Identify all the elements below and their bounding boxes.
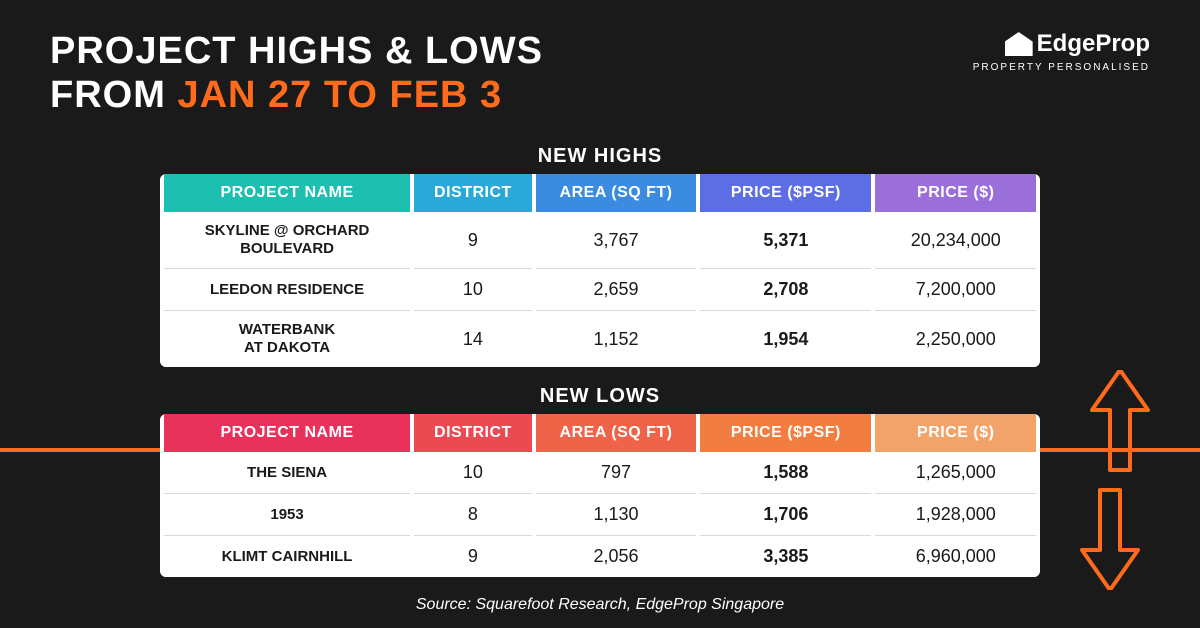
highs-body: SKYLINE @ ORCHARDBOULEVARD93,7675,37120,… xyxy=(164,212,1036,367)
cell-price: 20,234,000 xyxy=(875,212,1036,269)
lows-table: PROJECT NAME DISTRICT AREA (SQ FT) PRICE… xyxy=(160,414,1040,577)
cell-district: 9 xyxy=(414,212,532,269)
lows-body: THE SIENA107971,5881,265,000195381,1301,… xyxy=(164,452,1036,577)
cell-name: 1953 xyxy=(164,494,410,536)
house-icon xyxy=(1005,32,1033,56)
logo-tagline: PROPERTY PERSONALISED xyxy=(973,62,1150,73)
cell-psf: 1,954 xyxy=(700,311,871,367)
cell-name: LEEDON RESIDENCE xyxy=(164,269,410,311)
cell-name: SKYLINE @ ORCHARDBOULEVARD xyxy=(164,212,410,269)
cell-price: 1,265,000 xyxy=(875,452,1036,494)
highs-label: NEW HIGHS xyxy=(160,145,1040,168)
cell-price: 6,960,000 xyxy=(875,536,1036,577)
cell-price: 1,928,000 xyxy=(875,494,1036,536)
cell-area: 1,130 xyxy=(536,494,697,536)
date-range: JAN 27 TO FEB 3 xyxy=(177,74,502,116)
page-title: PROJECT HIGHS & LOWS FROM JAN 27 TO FEB … xyxy=(50,30,543,117)
col-psf: PRICE ($PSF) xyxy=(700,414,871,452)
col-area: AREA (SQ FT) xyxy=(536,414,697,452)
cell-psf: 5,371 xyxy=(700,212,871,269)
col-project-name: PROJECT NAME xyxy=(164,174,410,212)
cell-name: WATERBANKAT DAKOTA xyxy=(164,311,410,367)
cell-psf: 1,588 xyxy=(700,452,871,494)
table-row: THE SIENA107971,5881,265,000 xyxy=(164,452,1036,494)
cell-district: 14 xyxy=(414,311,532,367)
title-line-1: PROJECT HIGHS & LOWS xyxy=(50,30,543,74)
cell-area: 1,152 xyxy=(536,311,697,367)
source-credit: Source: Squarefoot Research, EdgeProp Si… xyxy=(416,596,784,614)
col-area: AREA (SQ FT) xyxy=(536,174,697,212)
cell-area: 797 xyxy=(536,452,697,494)
cell-psf: 1,706 xyxy=(700,494,871,536)
cell-name: KLIMT CAIRNHILL xyxy=(164,536,410,577)
title-line-2: FROM JAN 27 TO FEB 3 xyxy=(50,74,543,118)
col-price: PRICE ($) xyxy=(875,174,1036,212)
logo-text: EdgeProp xyxy=(1037,30,1150,58)
col-district: DISTRICT xyxy=(414,414,532,452)
cell-psf: 3,385 xyxy=(700,536,871,577)
cell-price: 7,200,000 xyxy=(875,269,1036,311)
col-district: DISTRICT xyxy=(414,174,532,212)
cell-area: 3,767 xyxy=(536,212,697,269)
col-psf: PRICE ($PSF) xyxy=(700,174,871,212)
table-row: 195381,1301,7061,928,000 xyxy=(164,494,1036,536)
cell-district: 10 xyxy=(414,269,532,311)
cell-district: 9 xyxy=(414,536,532,577)
highs-table: PROJECT NAME DISTRICT AREA (SQ FT) PRICE… xyxy=(160,174,1040,367)
cell-district: 10 xyxy=(414,452,532,494)
table-row: KLIMT CAIRNHILL92,0563,3856,960,000 xyxy=(164,536,1036,577)
col-project-name: PROJECT NAME xyxy=(164,414,410,452)
arrows-graphic xyxy=(1070,370,1160,590)
table-row: LEEDON RESIDENCE102,6592,7087,200,000 xyxy=(164,269,1036,311)
cell-psf: 2,708 xyxy=(700,269,871,311)
cell-name: THE SIENA xyxy=(164,452,410,494)
table-row: WATERBANKAT DAKOTA141,1521,9542,250,000 xyxy=(164,311,1036,367)
cell-area: 2,659 xyxy=(536,269,697,311)
table-row: SKYLINE @ ORCHARDBOULEVARD93,7675,37120,… xyxy=(164,212,1036,269)
lows-label: NEW LOWS xyxy=(160,385,1040,408)
cell-area: 2,056 xyxy=(536,536,697,577)
cell-price: 2,250,000 xyxy=(875,311,1036,367)
col-price: PRICE ($) xyxy=(875,414,1036,452)
cell-district: 8 xyxy=(414,494,532,536)
edgeprop-logo: EdgeProp PROPERTY PERSONALISED xyxy=(973,30,1150,73)
